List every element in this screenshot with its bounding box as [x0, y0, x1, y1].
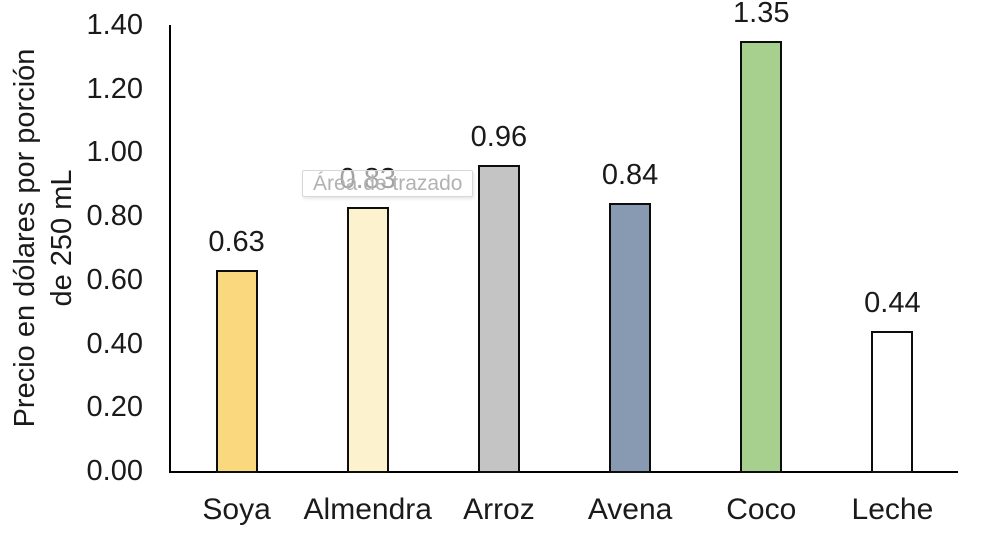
y-axis-line — [169, 25, 171, 473]
bar-leche[interactable] — [871, 331, 914, 473]
category-label-almendra: Almendra — [303, 493, 432, 526]
bar-soya[interactable] — [215, 270, 258, 473]
y-tick-label: 0.80 — [86, 200, 143, 233]
y-tick-label: 1.20 — [86, 72, 143, 105]
bar-value-label-leche: 0.44 — [864, 287, 921, 319]
bar-value-label-avena: 0.84 — [601, 159, 659, 191]
y-tick-label: 1.00 — [86, 136, 143, 169]
bar-coco[interactable] — [740, 41, 783, 473]
bar-arroz[interactable] — [477, 165, 520, 473]
category-label-soya: Soya — [202, 493, 271, 526]
y-tick-label: 0.20 — [86, 391, 143, 424]
y-tick-label: 1.40 — [86, 9, 143, 41]
category-label-avena: Avena — [587, 493, 673, 526]
y-tick-label: 0.60 — [86, 263, 143, 296]
category-label-coco: Coco — [726, 493, 797, 526]
bar-avena[interactable] — [609, 203, 652, 473]
bar-almendra[interactable] — [346, 207, 389, 473]
bar-value-label-soya: 0.63 — [208, 226, 265, 258]
x-axis-line — [169, 471, 958, 473]
category-label-leche: Leche — [851, 493, 934, 526]
bar-value-label-arroz: 0.96 — [470, 121, 528, 153]
plot-area-tooltip: Área de trazado — [302, 170, 474, 197]
y-tick-label: 0.40 — [86, 327, 143, 360]
category-label-arroz: Arroz — [463, 493, 535, 526]
y-tick-label: 0.00 — [86, 455, 143, 487]
bar-value-label-coco: 1.35 — [733, 0, 790, 29]
